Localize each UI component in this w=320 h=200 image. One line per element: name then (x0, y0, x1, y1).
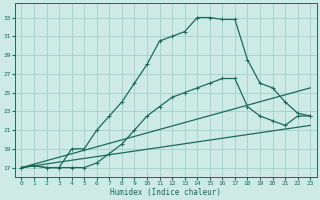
X-axis label: Humidex (Indice chaleur): Humidex (Indice chaleur) (110, 188, 221, 197)
